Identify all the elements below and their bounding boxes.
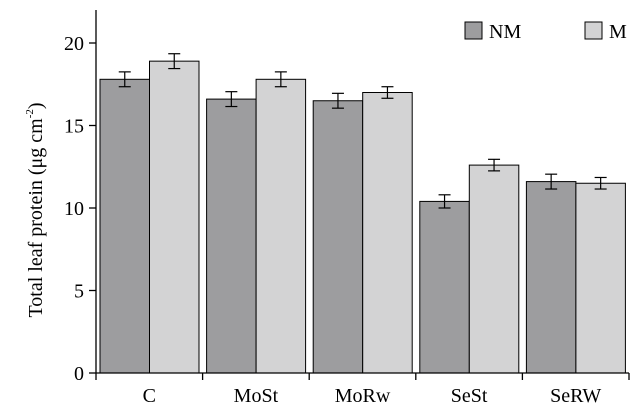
bars-layer [99, 53, 626, 374]
bar-m-c [149, 60, 200, 374]
bar-nm-morw [312, 100, 364, 374]
y-axis-title: Total leaf protein (μg cm-2) [24, 102, 47, 317]
y-tick-label-10: 10 [64, 198, 84, 220]
legend: NM M [464, 21, 627, 43]
x-tick-label-sest: SeSt [451, 385, 488, 407]
y-axis-title-superscript: -2 [24, 109, 36, 118]
bar-m-morw [362, 92, 413, 374]
x-tick-label-most: MoSt [234, 385, 279, 407]
y-axis-title-closing: ) [25, 102, 47, 109]
y-tick-label-15: 15 [64, 116, 84, 138]
axes: 0 5 10 15 20 C MoSt MoRw SeSt SeRW [64, 10, 630, 407]
legend-swatch-m [584, 21, 603, 40]
bar-nm-serw [525, 181, 577, 374]
y-tick-label-20: 20 [64, 33, 84, 55]
y-tick-label-5: 5 [74, 281, 84, 303]
legend-label-nm: NM [489, 21, 521, 43]
bar-nm-sest [419, 200, 470, 374]
x-tick-label-morw: MoRw [335, 385, 391, 407]
x-tick-label-serw: SeRW [550, 385, 601, 407]
legend-swatch-nm [464, 21, 483, 40]
bar-m-most [255, 78, 307, 374]
bar-nm-most [206, 98, 257, 374]
bar-m-serw [575, 182, 626, 374]
y-tick-label-0: 0 [74, 363, 84, 385]
x-tick-label-c: C [143, 385, 156, 407]
legend-label-m: M [609, 21, 627, 43]
bar-m-sest [468, 164, 520, 374]
bar-nm-c [99, 78, 150, 374]
y-axis-title-main: Total leaf protein (μg cm [25, 118, 47, 318]
